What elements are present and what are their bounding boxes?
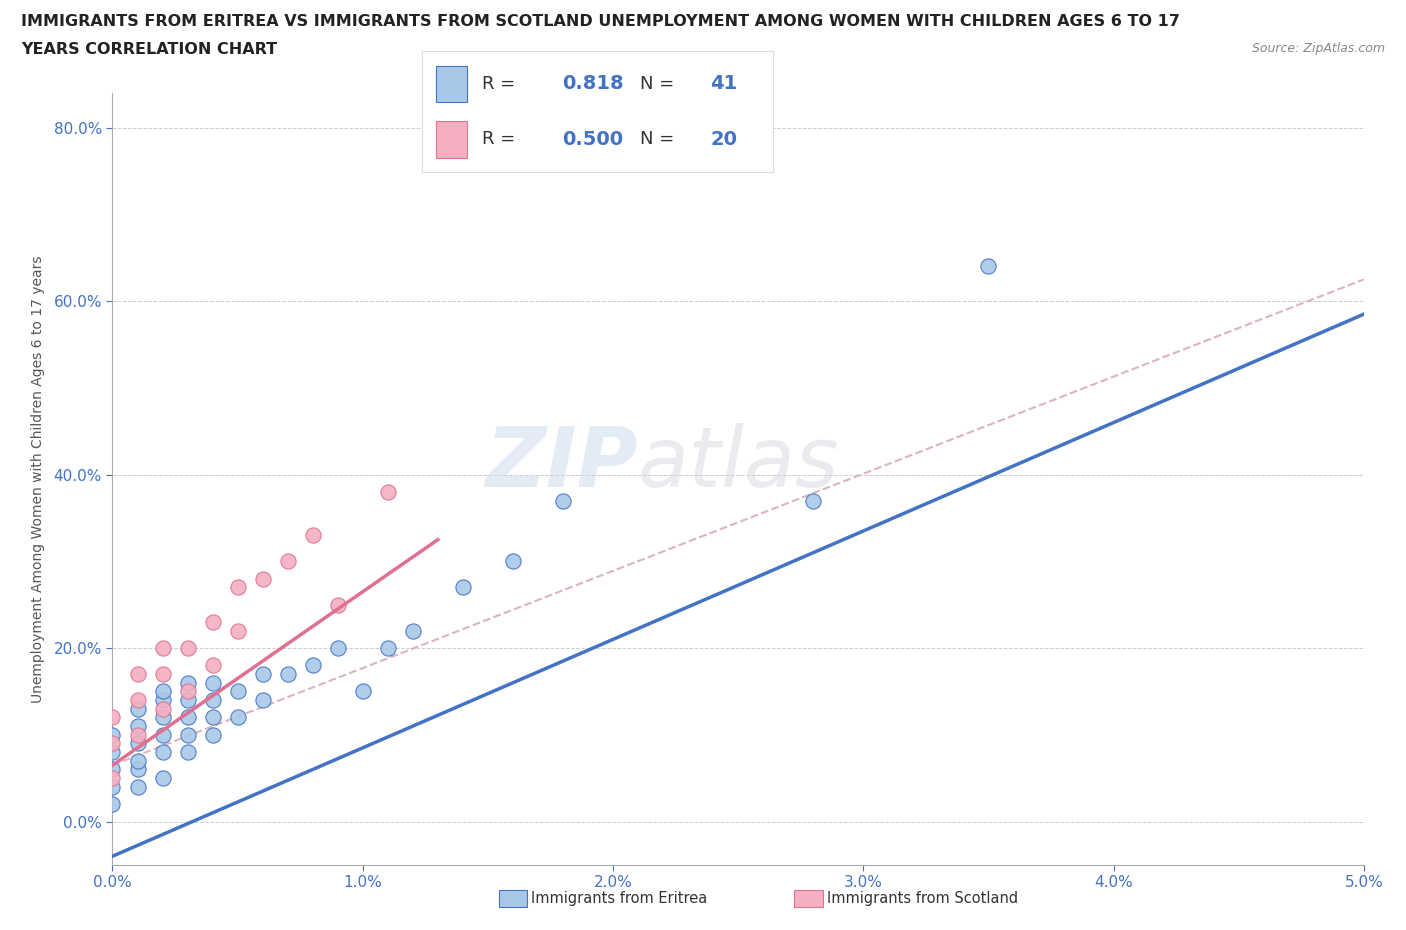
Text: R =: R =: [481, 74, 515, 93]
Text: N =: N =: [640, 74, 673, 93]
Point: [176, 710, 198, 724]
Point: [326, 597, 349, 612]
Point: [201, 675, 224, 690]
Point: [127, 693, 149, 708]
Point: [152, 684, 174, 698]
Point: [502, 554, 524, 569]
Point: [101, 771, 124, 786]
Point: [176, 641, 198, 656]
Point: [127, 736, 149, 751]
Point: [252, 693, 274, 708]
Text: Source: ZipAtlas.com: Source: ZipAtlas.com: [1251, 42, 1385, 55]
Point: [326, 641, 349, 656]
Text: ZIP: ZIP: [485, 423, 638, 504]
Point: [201, 727, 224, 742]
Point: [301, 528, 323, 543]
Point: [152, 693, 174, 708]
Point: [176, 693, 198, 708]
Point: [551, 493, 574, 508]
Point: [127, 727, 149, 742]
Point: [176, 675, 198, 690]
Point: [127, 719, 149, 734]
Point: [101, 745, 124, 760]
Text: 41: 41: [710, 74, 737, 93]
Point: [101, 710, 124, 724]
Y-axis label: Unemployment Among Women with Children Ages 6 to 17 years: Unemployment Among Women with Children A…: [31, 255, 45, 703]
Text: 0.818: 0.818: [562, 74, 624, 93]
Point: [201, 658, 224, 673]
Point: [101, 736, 124, 751]
Point: [101, 762, 124, 777]
Point: [801, 493, 824, 508]
Point: [201, 693, 224, 708]
Text: atlas: atlas: [638, 423, 839, 504]
Text: IMMIGRANTS FROM ERITREA VS IMMIGRANTS FROM SCOTLAND UNEMPLOYMENT AMONG WOMEN WIT: IMMIGRANTS FROM ERITREA VS IMMIGRANTS FR…: [21, 14, 1180, 29]
Point: [226, 580, 249, 595]
Point: [977, 259, 1000, 274]
Text: 20: 20: [710, 130, 737, 149]
Point: [101, 779, 124, 794]
Point: [402, 623, 425, 638]
Point: [152, 771, 174, 786]
Point: [152, 745, 174, 760]
Point: [301, 658, 323, 673]
Point: [451, 580, 474, 595]
Point: [277, 554, 299, 569]
Point: [201, 710, 224, 724]
Point: [176, 727, 198, 742]
Point: [201, 615, 224, 630]
Point: [252, 667, 274, 682]
Text: 0.500: 0.500: [562, 130, 623, 149]
Point: [226, 623, 249, 638]
FancyBboxPatch shape: [436, 121, 467, 157]
Text: N =: N =: [640, 130, 673, 149]
Point: [127, 753, 149, 768]
Point: [152, 727, 174, 742]
Point: [127, 762, 149, 777]
Point: [127, 779, 149, 794]
Point: [377, 641, 399, 656]
Text: R =: R =: [481, 130, 515, 149]
Point: [127, 667, 149, 682]
Point: [377, 485, 399, 499]
Point: [152, 701, 174, 716]
Point: [101, 727, 124, 742]
Text: YEARS CORRELATION CHART: YEARS CORRELATION CHART: [21, 42, 277, 57]
Point: [152, 667, 174, 682]
Point: [352, 684, 374, 698]
Point: [127, 701, 149, 716]
Point: [176, 684, 198, 698]
Point: [152, 710, 174, 724]
Point: [176, 745, 198, 760]
Text: Immigrants from Scotland: Immigrants from Scotland: [827, 891, 1018, 906]
Point: [152, 641, 174, 656]
Point: [226, 710, 249, 724]
Point: [101, 797, 124, 812]
FancyBboxPatch shape: [436, 66, 467, 102]
Point: [277, 667, 299, 682]
Text: Immigrants from Eritrea: Immigrants from Eritrea: [531, 891, 707, 906]
Point: [226, 684, 249, 698]
Point: [252, 571, 274, 586]
